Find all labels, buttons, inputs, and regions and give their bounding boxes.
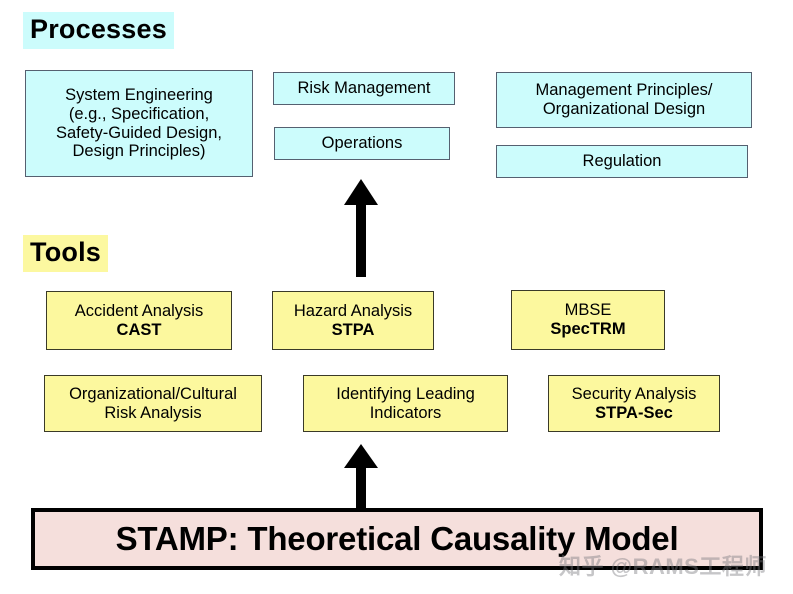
foundation-box-stamp: STAMP: Theoretical Causality Model bbox=[31, 508, 763, 570]
process-box-system-engineering: System Engineering (e.g., Specification,… bbox=[25, 70, 253, 177]
tool-box-hazard-analysis: Hazard Analysis STPA bbox=[272, 291, 434, 350]
box-line: STAMP: Theoretical Causality Model bbox=[115, 520, 679, 558]
box-line-emphasis: SpecTRM bbox=[550, 320, 626, 338]
tool-box-organizational-cultural-risk-analysis: Organizational/Cultural Risk Analysis bbox=[44, 375, 262, 432]
box-line: (e.g., Specification, bbox=[68, 104, 210, 123]
box-line: MBSE bbox=[564, 301, 612, 320]
box-line-emphasis: STPA bbox=[331, 320, 375, 339]
section-label-processes: Processes bbox=[23, 12, 174, 49]
box-line: Organizational Design bbox=[542, 100, 706, 118]
box-line: Operations bbox=[321, 134, 403, 153]
box-line-emphasis: CAST bbox=[116, 320, 162, 339]
up-arrow-icon-stamp-to-tools bbox=[337, 444, 385, 512]
box-line: Indicators bbox=[369, 403, 442, 422]
process-box-risk-management: Risk Management bbox=[273, 72, 455, 105]
section-label-tools: Tools bbox=[23, 235, 108, 272]
box-line: Safety-Guided Design, bbox=[55, 123, 222, 142]
box-line-emphasis: STPA-Sec bbox=[595, 403, 673, 422]
process-box-management-principles: Management Principles/ Organizational De… bbox=[496, 72, 752, 128]
tool-box-identifying-leading-indicators: Identifying Leading Indicators bbox=[303, 375, 508, 432]
box-line: System Engineering bbox=[65, 85, 213, 104]
box-line: Identifying Leading bbox=[336, 384, 475, 403]
arrow-head bbox=[344, 179, 378, 205]
tool-box-security-analysis: Security Analysis STPA-Sec bbox=[548, 375, 720, 432]
arrow-shaft bbox=[356, 464, 366, 512]
process-box-regulation: Regulation bbox=[496, 145, 748, 178]
box-line: Risk Analysis bbox=[104, 403, 202, 422]
box-line: Design Principles) bbox=[72, 142, 206, 161]
box-line: Security Analysis bbox=[571, 384, 697, 403]
up-arrow-icon-tools-to-processes bbox=[337, 179, 385, 277]
box-line: Organizational/Cultural bbox=[69, 384, 237, 403]
tool-box-accident-analysis: Accident Analysis CAST bbox=[46, 291, 232, 350]
box-line: Hazard Analysis bbox=[293, 301, 413, 320]
box-line: Management Principles/ bbox=[535, 81, 713, 100]
box-line: Risk Management bbox=[297, 79, 431, 98]
process-box-operations: Operations bbox=[274, 127, 450, 160]
tool-box-mbse: MBSE SpecTRM bbox=[511, 290, 665, 350]
box-line: Accident Analysis bbox=[74, 301, 204, 320]
box-line: Regulation bbox=[582, 152, 662, 171]
arrow-shaft bbox=[356, 201, 366, 277]
